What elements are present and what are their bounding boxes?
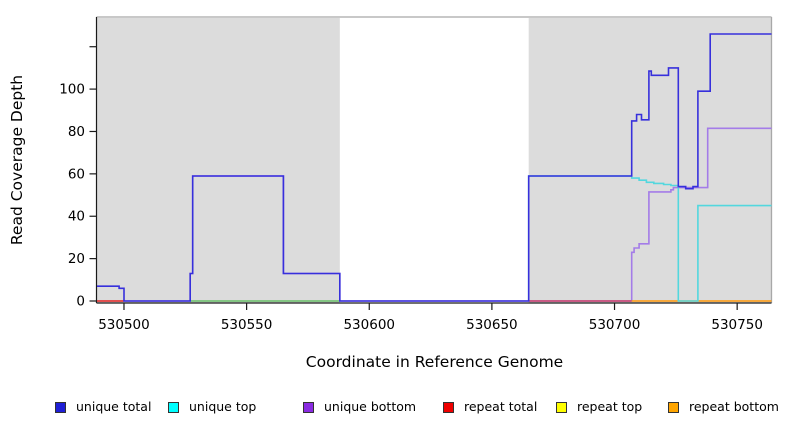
legend-swatch-icon: [168, 401, 179, 413]
y-tick-label: 20: [68, 251, 85, 267]
legend-swatch-icon: [303, 401, 314, 413]
legend-label: unique top: [189, 399, 257, 414]
legend-item-repeat-top: repeat top: [556, 399, 642, 415]
series-unique-top: [527, 175, 772, 302]
y-tick-label: 40: [68, 209, 85, 225]
axes: 530500 530550 530600 530650 530700 530750 0 20 4…: [59, 46, 763, 333]
legend-swatch-icon: [556, 401, 567, 413]
y-tick-label: 80: [68, 124, 85, 140]
series-unique-total: [97, 33, 772, 302]
legend-swatch-icon: [443, 401, 454, 413]
shaded-region-left: [97, 18, 340, 303]
y-tick-label: 100: [59, 82, 85, 98]
y-tick-label: 0: [76, 294, 85, 310]
shaded-regions: [97, 18, 772, 303]
x-tick-label: 530550: [221, 317, 273, 333]
legend-label: unique bottom: [324, 399, 417, 414]
x-tick-label: 530650: [466, 317, 518, 333]
legend-label: repeat bottom: [689, 399, 779, 414]
legend-label: repeat top: [577, 399, 643, 414]
legend-swatch-icon: [668, 401, 679, 413]
legend-item-repeat-total: repeat total: [443, 399, 537, 415]
legend: unique total unique top unique bottom repea…: [0, 399, 792, 421]
legend-item-unique-top: unique top: [168, 399, 256, 415]
x-axis-title: Coordinate in Reference Genome: [305, 353, 564, 371]
x-tick-label: 530750: [711, 317, 763, 333]
shaded-region-right: [528, 18, 772, 303]
legend-item-unique-bottom: unique bottom: [303, 399, 416, 415]
legend-item-repeat-bottom: repeat bottom: [668, 399, 779, 415]
x-tick-label: 530600: [343, 317, 395, 333]
plot-border: [95, 16, 773, 304]
x-tick-label: 530500: [98, 317, 150, 333]
y-axis-title: Read Coverage Depth: [8, 74, 26, 246]
series-lines: [97, 33, 772, 302]
legend-swatch-icon: [55, 401, 66, 413]
x-tick-label: 530700: [589, 317, 641, 333]
coverage-plot: 530500 530550 530600 530650 530700 530750 0 20 4…: [59, 16, 773, 333]
legend-label: repeat total: [464, 399, 538, 414]
legend-item-unique-total: unique total: [55, 399, 151, 415]
legend-label: unique total: [76, 399, 152, 414]
y-tick-label: 60: [68, 166, 85, 182]
